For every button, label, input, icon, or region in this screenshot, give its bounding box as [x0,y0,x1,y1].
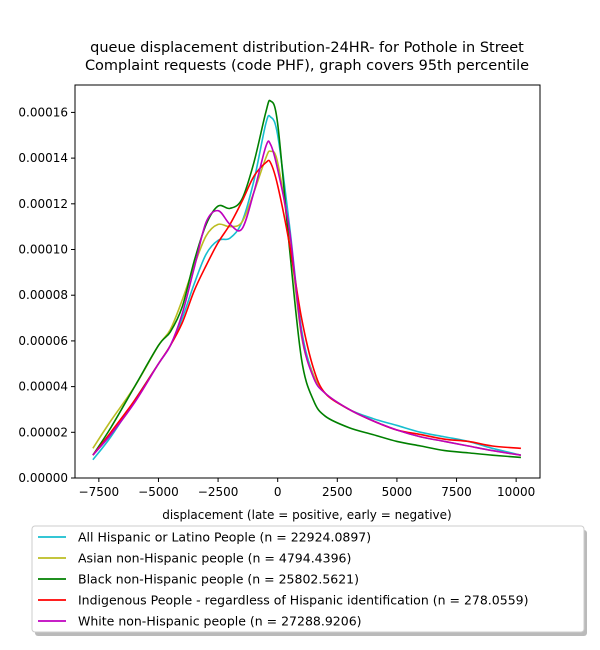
x-axis: −7500 −5000 −2500 0 2500 5000 7500 10000 [79,478,535,499]
series-line-2 [92,99,521,459]
y-tick-label: 0.00004 [18,380,68,394]
plot-frame [74,84,541,479]
y-tick-label: 0.00008 [18,288,68,302]
series-line-0 [92,114,522,461]
series-line-3 [92,159,521,456]
legend-label-1: Asian non-Hispanic people (n = 4794.4396… [78,551,351,566]
x-tick-label: 10000 [497,485,535,499]
x-tick-label: −7500 [79,485,120,499]
y-tick-label: 0.00006 [18,334,68,348]
legend-items: All Hispanic or Latino People (n = 22924… [38,530,528,629]
y-tick-label: 0.00014 [18,151,68,165]
x-tick-label: 2500 [322,485,353,499]
x-tick-label: −2500 [198,485,239,499]
x-axis-label: displacement (late = positive, early = n… [162,508,451,522]
chart-title-line-1: queue displacement distribution-24HR- fo… [90,40,524,56]
series-line-1 [92,150,522,456]
y-tick-label: 0.00000 [18,471,68,485]
legend-label-3: Indigenous People - regardless of Hispan… [78,593,528,608]
x-tick-label: 7500 [441,485,472,499]
y-tick-label: 0.00002 [18,425,68,439]
y-tick-label: 0.00012 [18,197,68,211]
series-lines [92,99,522,461]
legend-label-4: White non-Hispanic people (n = 27288.920… [78,614,362,629]
x-tick-label: 5000 [382,485,413,499]
series-line-4 [92,140,522,456]
legend-box [31,525,585,633]
legend-label-0: All Hispanic or Latino People (n = 22924… [78,530,371,545]
legend: All Hispanic or Latino People (n = 22924… [31,525,587,636]
legend-label-2: Black non-Hispanic people (n = 25802.562… [78,572,359,587]
chart-title-line-2: Complaint requests (code PHF), graph cov… [85,58,529,74]
y-tick-label: 0.00016 [18,105,68,119]
x-tick-label: 0 [274,485,282,499]
y-axis: 0.00000 0.00002 0.00004 0.00006 0.00008 0.000… [18,105,75,485]
y-tick-label: 0.00010 [18,243,68,257]
x-tick-label: −5000 [138,485,179,499]
